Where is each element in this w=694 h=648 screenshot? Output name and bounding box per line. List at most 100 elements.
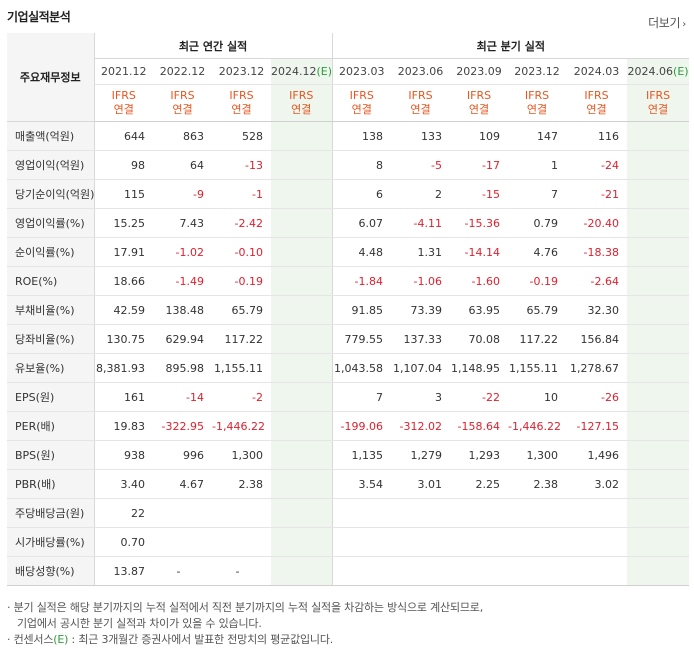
quarter-value-cell: 117.22 (508, 324, 567, 354)
annual-value-cell: -1 (212, 179, 271, 209)
annual-value-cell (271, 150, 333, 180)
quarter-period-2: 2023.09 (450, 58, 509, 85)
quarter-value-cell: 116 (566, 121, 628, 151)
annual-value-cell: 1,300 (212, 440, 271, 470)
quarter-value-cell: 3 (391, 382, 451, 412)
row-label: 부채비율(%) (7, 295, 95, 325)
annual-value-cell: 996 (153, 440, 212, 470)
quarter-value-cell: 137.33 (391, 324, 451, 354)
annual-value-cell: 18.66 (94, 266, 153, 296)
quarter-value-cell (508, 498, 567, 528)
quarter-value-cell (627, 469, 690, 499)
financial-table: 주요재무정보 최근 연간 실적 최근 분기 실적 2021.12 2022.12 2… (7, 33, 690, 586)
annual-value-cell: 1,155.11 (212, 353, 271, 383)
quarter-value-cell: 2 (391, 179, 451, 209)
quarter-value-cell: 133 (391, 121, 451, 151)
quarter-value-cell: 2.25 (450, 469, 509, 499)
quarter-value-cell (391, 556, 451, 586)
basis-label: IFRS 연결 (566, 84, 628, 122)
row-label: 당기순이익(억원) (7, 179, 95, 209)
estimate-mark: (E) (316, 65, 333, 78)
table-row: ROE(%) 18.66 -1.49 -0.19 -1.84 -1.06 -1.60 -0.1… (7, 266, 690, 296)
quarter-value-cell (627, 295, 690, 325)
quarter-value-cell: -21 (566, 179, 628, 209)
annual-value-cell (271, 382, 333, 412)
quarter-value-cell (627, 527, 690, 557)
quarter-period-3: 2023.12 (508, 58, 567, 85)
quarter-value-cell: 1,278.67 (566, 353, 628, 383)
table-row: 순이익률(%) 17.91 -1.02 -0.10 4.48 1.31 -14.14 4.76… (7, 237, 690, 267)
quarter-value-cell (331, 527, 392, 557)
quarter-value-cell: -127.15 (566, 411, 628, 441)
footnote-2: · 컨센서스(E) : 최근 3개월간 증권사에서 발표한 전망치의 평균값입니… (7, 633, 334, 646)
row-label: 당좌비율(%) (7, 324, 95, 354)
annual-value-cell: 19.83 (94, 411, 153, 441)
quarter-value-cell: -2.64 (566, 266, 628, 296)
quarter-value-cell: 1.31 (391, 237, 451, 267)
basis-label: IFRS 연결 (153, 84, 212, 122)
annual-value-cell: -13 (212, 150, 271, 180)
quarter-value-cell (508, 556, 567, 586)
basis-label: IFRS 연결 (627, 84, 690, 122)
quarter-value-cell (627, 411, 690, 441)
quarter-group-header: 최근 분기 실적 (331, 33, 690, 59)
annual-value-cell: -0.10 (212, 237, 271, 267)
quarter-value-cell: -24 (566, 150, 628, 180)
quarter-value-cell: 138 (331, 121, 392, 151)
annual-value-cell: 42.59 (94, 295, 153, 325)
annual-value-cell: 65.79 (212, 295, 271, 325)
annual-value-cell: 895.98 (153, 353, 212, 383)
period-label: 2024.12 (271, 65, 317, 78)
basis-label: IFRS 연결 (271, 84, 333, 122)
table-row: 당기순이익(억원) 115 -9 -1 6 2 -15 7 -21 (7, 179, 690, 209)
quarter-value-cell (627, 382, 690, 412)
quarter-value-cell: -5 (391, 150, 451, 180)
annual-value-cell: -9 (153, 179, 212, 209)
quarter-value-cell: 156.84 (566, 324, 628, 354)
quarter-value-cell: 1,148.95 (450, 353, 509, 383)
period-label: 2023.12 (514, 65, 560, 78)
row-label: 유보율(%) (7, 353, 95, 383)
quarter-value-cell: 91.85 (331, 295, 392, 325)
quarter-period-5: 2024.06(E) (627, 58, 690, 85)
quarter-value-cell (627, 179, 690, 209)
basis-label: IFRS 연결 (331, 84, 392, 122)
quarter-value-cell: 4.76 (508, 237, 567, 267)
basis-label: IFRS 연결 (450, 84, 509, 122)
annual-value-cell: -0.19 (212, 266, 271, 296)
annual-value-cell (153, 527, 212, 557)
quarter-value-cell: -1,446.22 (508, 411, 567, 441)
annual-value-cell: 98 (94, 150, 153, 180)
annual-value-cell (271, 498, 333, 528)
annual-value-cell: - (153, 556, 212, 586)
annual-value-cell (271, 208, 333, 238)
annual-value-cell (271, 179, 333, 209)
table-row: 유보율(%) 8,381.93 895.98 1,155.11 1,043.58 1,10… (7, 353, 690, 383)
row-label: 주당배당금(원) (7, 498, 95, 528)
row-label: ROE(%) (7, 266, 95, 296)
quarter-value-cell (627, 440, 690, 470)
footnotes: · 분기 실적은 해당 분기까지의 누적 실적에서 직전 분기까지의 누적 실적… (7, 600, 483, 648)
quarter-value-cell: -158.64 (450, 411, 509, 441)
annual-value-cell (271, 411, 333, 441)
quarter-period-1: 2023.06 (391, 58, 451, 85)
quarter-value-cell (450, 498, 509, 528)
period-label: 2021.12 (101, 65, 147, 78)
annual-value-cell: -322.95 (153, 411, 212, 441)
quarter-value-cell: 2.38 (508, 469, 567, 499)
quarter-value-cell (566, 527, 628, 557)
footnote-1-cont: 기업에서 공시한 분기 실적과 차이가 있을 수 있습니다. (17, 617, 262, 630)
annual-value-cell (271, 353, 333, 383)
table-row: 영업이익률(%) 15.25 7.43 -2.42 6.07 -4.11 -15.36 0.7… (7, 208, 690, 238)
more-link[interactable]: 더보기 › (648, 14, 686, 31)
quarter-period-0: 2023.03 (331, 58, 392, 85)
quarter-value-cell: 109 (450, 121, 509, 151)
table-row: 당좌비율(%) 130.75 629.94 117.22 779.55 137.33 70.… (7, 324, 690, 354)
annual-value-cell: - (212, 556, 271, 586)
row-label: 순이익률(%) (7, 237, 95, 267)
table-row: BPS(원) 938 996 1,300 1,135 1,279 1,293 1,300 1,4… (7, 440, 690, 470)
quarter-value-cell: -0.19 (508, 266, 567, 296)
annual-value-cell: -1.49 (153, 266, 212, 296)
annual-value-cell: 15.25 (94, 208, 153, 238)
